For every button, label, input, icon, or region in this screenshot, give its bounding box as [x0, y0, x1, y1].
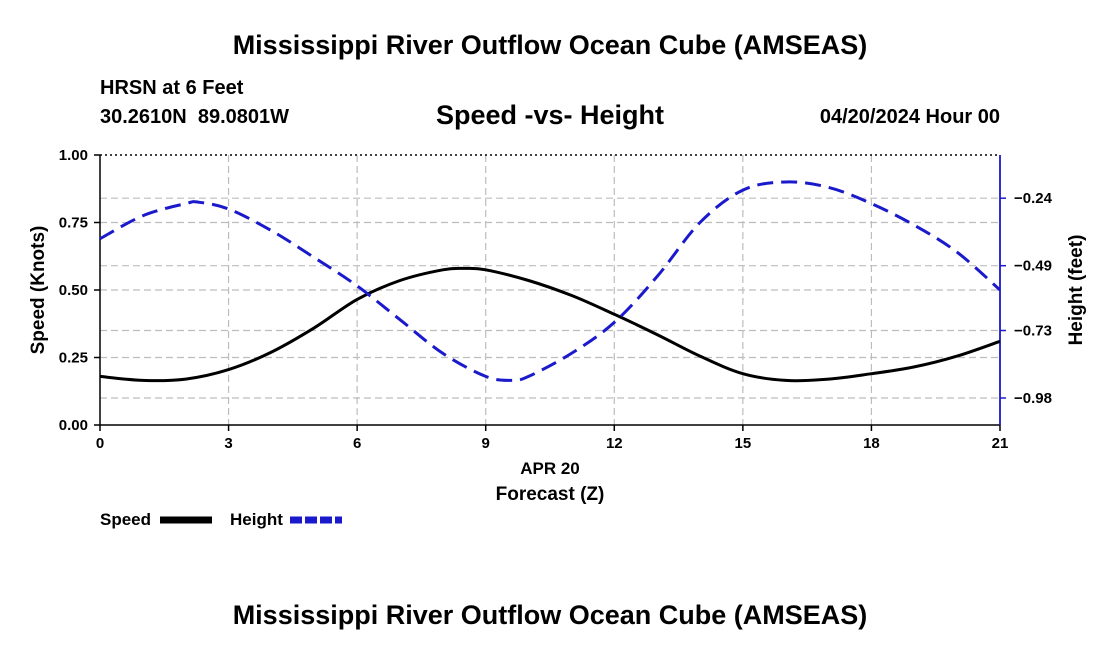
x-tick-label: 3 — [224, 435, 232, 452]
y-right-axis-title: Height (feet) — [1066, 235, 1087, 346]
coordinates-label: 30.2610N 89.0801W — [100, 106, 290, 128]
speed-series-line — [99, 266, 1001, 383]
y-left-tick-label: 0.00 — [59, 417, 88, 434]
chart-title: Mississippi River Outflow Ocean Cube (AM… — [232, 30, 868, 60]
forecast-datetime: 04/20/2024 Hour 00 — [819, 106, 1000, 128]
legend-height-label: Height — [230, 510, 283, 529]
x-tick-label: 18 — [863, 435, 880, 452]
y-left-axis-title: Speed (Knots) — [28, 226, 49, 355]
x-tick-label: 0 — [96, 435, 104, 452]
y-left-tick-label: 0.50 — [59, 282, 88, 299]
x-tick-label: 6 — [353, 435, 361, 452]
footer-title: Mississippi River Outflow Ocean Cube (AM… — [232, 600, 868, 630]
y-right-tick-label: −0.98 — [1014, 390, 1052, 407]
station-label: HRSN at 6 Feet — [100, 77, 244, 99]
x-date-label: APR 20 — [520, 459, 580, 478]
y-right-tick-label: −0.73 — [1014, 323, 1052, 340]
x-tick-label: 21 — [992, 435, 1009, 452]
legend-speed-label: Speed — [100, 510, 151, 529]
x-axis-title: Forecast (Z) — [496, 484, 605, 505]
height-series-line — [99, 180, 1001, 382]
y-right-tick-label: −0.49 — [1014, 258, 1052, 275]
chart-subtitle: Speed -vs- Height — [435, 100, 665, 130]
x-tick-label: 9 — [482, 435, 490, 452]
y-left-tick-label: 1.00 — [59, 147, 88, 164]
x-tick-label: 15 — [735, 435, 752, 452]
y-right-tick-label: −0.24 — [1014, 190, 1053, 207]
y-left-tick-label: 0.75 — [59, 215, 88, 232]
y-left-tick-label: 0.25 — [59, 350, 88, 367]
x-tick-label: 12 — [606, 435, 623, 452]
